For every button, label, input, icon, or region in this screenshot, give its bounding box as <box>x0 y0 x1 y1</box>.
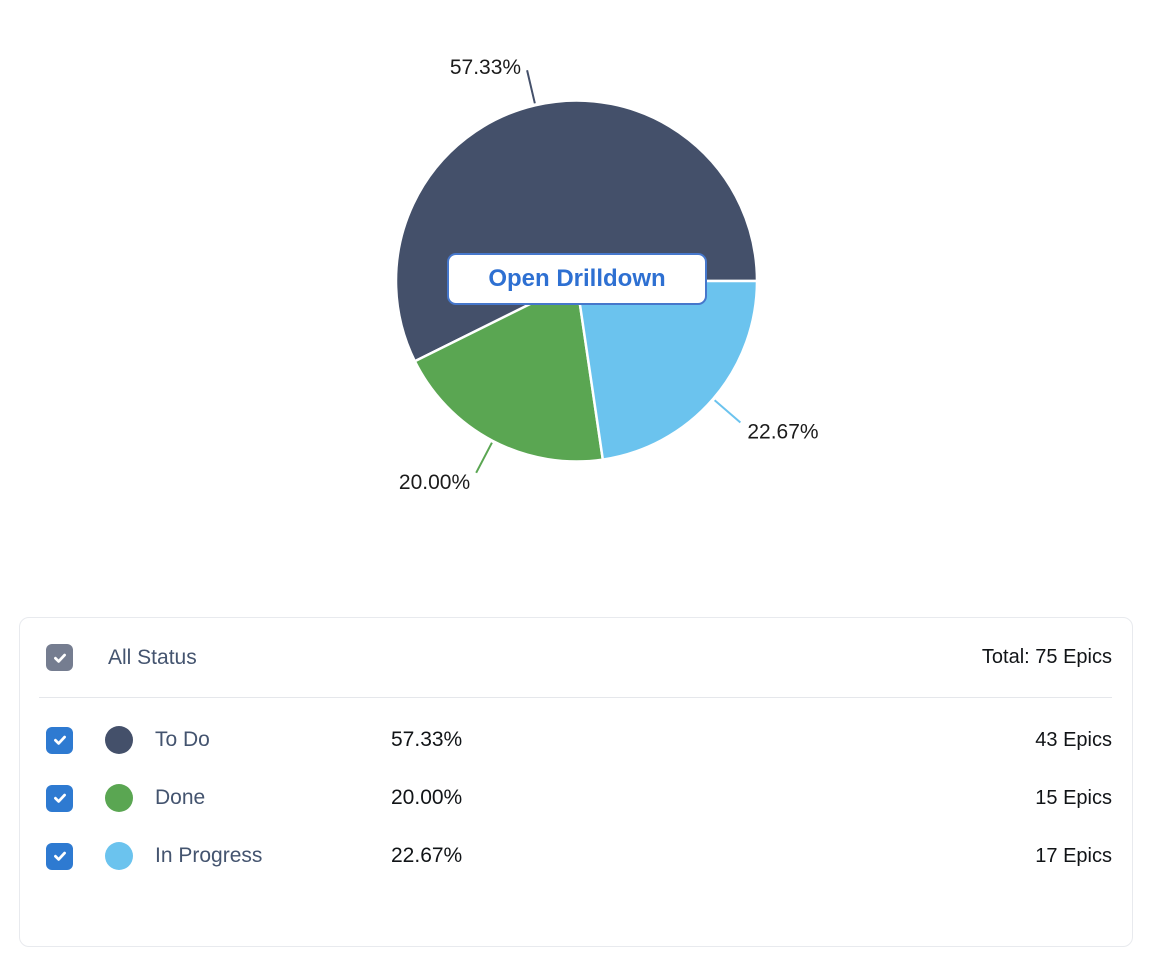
todo-epic-count: 43 Epics <box>1035 728 1112 751</box>
all-status-label: All Status <box>108 645 197 669</box>
todo-percent: 57.33% <box>391 728 463 751</box>
done-color-swatch <box>105 784 133 812</box>
all-status-checkbox[interactable] <box>46 644 73 671</box>
pie-slice-done[interactable] <box>413 279 605 463</box>
done-percent: 20.00% <box>391 786 463 809</box>
legend-rows: To Do 57.33% 43 Epics Done 20.00% 15 Epi… <box>20 698 1132 885</box>
pie-slice-in-progress[interactable] <box>575 279 759 461</box>
pie-chart-area: 57.33% 20.00% 22.67% Open Drilldown <box>394 56 819 494</box>
pie-label-line <box>526 69 536 104</box>
pie-percent-label: 22.67% <box>747 420 818 443</box>
legend-header-row: All Status Total: 75 Epics <box>20 618 1132 697</box>
done-epic-count: 15 Epics <box>1035 786 1112 809</box>
legend-row-done: Done 20.00% 15 Epics <box>20 769 1132 827</box>
check-icon <box>53 851 66 861</box>
open-drilldown-button[interactable]: Open Drilldown <box>447 253 707 305</box>
in-progress-epic-count: 17 Epics <box>1035 844 1112 867</box>
pie-percent-label: 57.33% <box>450 56 521 79</box>
pie-label-line <box>475 442 493 474</box>
in-progress-checkbox[interactable] <box>46 842 73 870</box>
done-checkbox[interactable] <box>46 784 73 812</box>
pie-label-line <box>713 399 742 424</box>
legend-row-in-progress: In Progress 22.67% 17 Epics <box>20 827 1132 885</box>
check-icon <box>53 793 66 803</box>
in-progress-color-swatch <box>105 842 133 870</box>
todo-checkbox[interactable] <box>46 726 73 754</box>
check-icon <box>53 735 66 745</box>
legend-divider <box>39 697 1112 698</box>
in-progress-percent: 22.67% <box>391 844 463 867</box>
total-epics-label: Total: 75 Epics <box>981 646 1112 668</box>
pie-percent-label: 20.00% <box>399 471 470 494</box>
in-progress-label: In Progress <box>155 844 263 867</box>
status-legend-panel: All Status Total: 75 Epics To Do 57.33% … <box>19 617 1133 947</box>
legend-row-todo: To Do 57.33% 43 Epics <box>20 711 1132 769</box>
todo-color-swatch <box>105 726 133 754</box>
check-icon <box>53 653 66 663</box>
todo-label: To Do <box>155 728 210 751</box>
done-label: Done <box>155 786 206 809</box>
